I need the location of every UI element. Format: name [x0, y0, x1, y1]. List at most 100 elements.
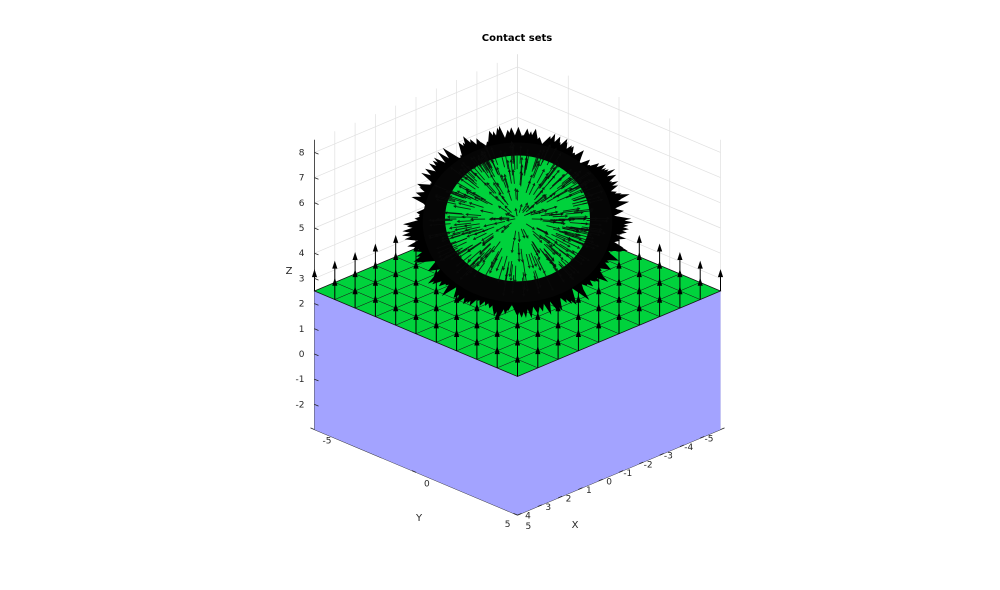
sphere-normal-arrowhead: [560, 257, 564, 261]
sphere-normal-arrowhead: [495, 268, 499, 272]
sphere-normal-arrow: [508, 192, 512, 201]
normal-arrow-head: [697, 277, 703, 286]
sphere-normal-arrowhead: [555, 164, 559, 168]
sphere-normal-arrowhead: [472, 192, 476, 196]
sphere-normal-arrow: [494, 184, 502, 195]
sphere-normal-arrow: [536, 227, 546, 233]
sphere-normal-arrowhead: [458, 254, 463, 258]
normal-arrow-head: [677, 269, 683, 278]
sphere-normal-arrowhead: [492, 249, 496, 253]
sphere-normal-arrow: [520, 248, 523, 260]
normal-arrow-head: [454, 311, 460, 320]
sphere-normal-arrowhead: [552, 243, 556, 247]
sphere-normal-arrow: [510, 162, 514, 176]
sphere-normal-arrow: [565, 172, 580, 183]
sphere-normal-arrow: [543, 243, 554, 254]
sphere-normal-arrow: [520, 228, 525, 236]
sphere-normal-arrowhead: [485, 254, 489, 258]
sphere-normal-arrow: [491, 149, 499, 166]
sphere-normal-arrowhead: [605, 219, 609, 223]
sphere-normal-arrow: [479, 159, 489, 174]
z-axis-label: Z: [286, 266, 293, 277]
sphere-normal-arrow: [461, 264, 475, 278]
normal-arrow-head: [717, 269, 724, 278]
sphere-normal-arrow: [525, 253, 530, 266]
sphere-normal-arrow: [484, 163, 493, 177]
sphere-normal-arrowhead: [470, 156, 474, 161]
sphere-normal-arrow: [543, 194, 554, 202]
sphere-normal-arrowhead: [488, 191, 493, 195]
sphere-normal-arrowhead: [507, 189, 511, 193]
sphere-normal-arrowhead: [556, 162, 560, 166]
sphere-normal-arrow: [571, 193, 588, 200]
sphere-normal-arrowhead: [571, 234, 576, 238]
sphere-normal-arrowhead: [586, 258, 590, 262]
sphere-normal-arrowhead: [506, 212, 511, 216]
normal-arrow-head: [636, 303, 642, 312]
sphere-normal-arrow: [496, 256, 503, 269]
sphere-normal-arrowhead: [541, 148, 545, 153]
sphere-normal-arrowhead: [455, 181, 459, 185]
sphere-normal-arrow: [528, 253, 534, 266]
sphere-normal-arrow: [500, 207, 508, 213]
sphere-normal-arrowhead: [515, 151, 519, 155]
sphere-normal-arrowhead: [466, 266, 470, 271]
normal-arrow-head: [555, 337, 561, 346]
sphere-normal-arrowhead: [576, 245, 581, 249]
sphere-normal-arrowhead: [449, 247, 453, 251]
sphere-normal-arrowhead: [441, 236, 445, 240]
normal-arrow-head: [352, 286, 358, 295]
y-tick-label: -2: [644, 460, 653, 470]
sphere-normal-arrowhead: [535, 252, 539, 257]
sphere-normal-arrow: [462, 165, 476, 179]
z-tick-label: 3: [299, 274, 305, 284]
normal-arrow-head: [596, 303, 602, 312]
sphere-object: [402, 125, 634, 319]
sphere-normal-arrowhead: [580, 211, 584, 215]
normal-arrow-head: [433, 320, 439, 329]
sphere-normal-arrowhead: [463, 224, 467, 228]
sphere-normal-arrowhead: [568, 168, 572, 173]
sphere-normal-arrow: [486, 245, 495, 256]
normal-arrow-head: [393, 286, 399, 295]
normal-arrow-head: [413, 260, 419, 269]
sphere-normal-arrowhead: [484, 182, 488, 186]
sphere-normal-arrow: [507, 214, 514, 218]
sphere-normal-arrowhead: [554, 205, 558, 209]
normal-arrow-head: [657, 260, 663, 269]
sphere-normal-arrowhead: [536, 160, 540, 164]
sphere-normal-arrow: [447, 191, 464, 199]
sphere-normal-arrow: [443, 232, 461, 239]
z-tick-mark: [314, 278, 319, 281]
sphere-normal-arrowhead: [525, 159, 529, 163]
sphere-normal-arrowhead: [525, 288, 529, 292]
normal-arrow-head: [616, 294, 622, 303]
x-tick-label: 0: [424, 479, 430, 489]
sphere-normal-arrow: [434, 219, 453, 222]
sphere-normal-arrow: [522, 229, 528, 237]
sphere-normal-arrow: [565, 191, 581, 199]
sphere-normal-arrow: [474, 193, 487, 201]
sphere-normal-arrowhead: [456, 190, 461, 194]
sphere-normal-arrowhead: [558, 152, 562, 157]
sphere-normal-arrow: [551, 233, 564, 241]
normal-arrow-head: [494, 328, 500, 337]
sphere-normal-arrow: [483, 233, 494, 240]
y-axis-label: Y: [415, 513, 423, 524]
sphere-normal-arrow: [563, 240, 578, 248]
sphere-normal-arrowhead: [527, 265, 531, 269]
sphere-normal-arrow: [504, 176, 509, 188]
sphere-normal-arrowhead: [456, 219, 460, 223]
sphere-normal-arrow: [565, 226, 582, 230]
sphere-normal-arrowhead: [602, 231, 606, 235]
sphere-normal-arrowhead: [458, 171, 462, 175]
sphere-normal-arrow: [463, 229, 478, 234]
sphere-normal-arrow: [502, 225, 510, 232]
sphere-normal-arrow: [553, 190, 566, 199]
sphere-normal-arrow: [510, 264, 513, 279]
sphere-normal-arrowhead: [453, 205, 457, 209]
z-tick-mark: [314, 202, 319, 205]
sphere-normal-arrow: [570, 239, 587, 247]
sphere-normal-arrow: [579, 239, 597, 247]
sphere-normal-arrow: [484, 235, 494, 243]
